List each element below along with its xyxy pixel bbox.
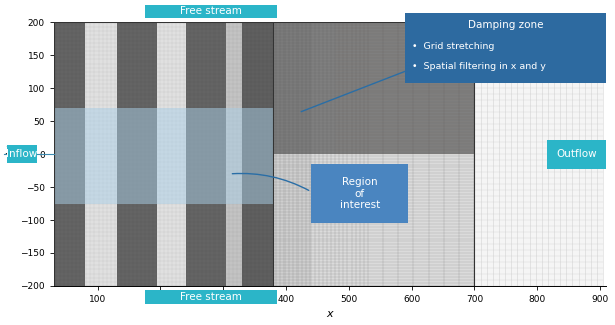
Text: Inflow: Inflow xyxy=(6,149,38,159)
FancyBboxPatch shape xyxy=(145,291,277,304)
Bar xyxy=(226,22,274,286)
Bar xyxy=(242,22,274,286)
Text: •  Grid stretching: • Grid stretching xyxy=(412,42,494,51)
Bar xyxy=(54,22,474,286)
FancyBboxPatch shape xyxy=(311,164,408,223)
Text: •  Spatial filtering in x and y: • Spatial filtering in x and y xyxy=(412,62,546,71)
Y-axis label: y: y xyxy=(6,144,12,154)
FancyBboxPatch shape xyxy=(7,145,37,163)
Text: Outflow: Outflow xyxy=(556,149,597,159)
Bar xyxy=(274,22,474,154)
Bar xyxy=(54,22,85,286)
Text: Region
of
interest: Region of interest xyxy=(339,177,380,210)
Text: Free stream: Free stream xyxy=(180,6,242,16)
Bar xyxy=(186,22,226,286)
Bar xyxy=(54,22,474,286)
Text: Free stream: Free stream xyxy=(180,292,242,302)
Bar xyxy=(54,108,274,203)
Bar xyxy=(474,22,603,286)
Bar xyxy=(116,22,157,286)
FancyBboxPatch shape xyxy=(145,5,277,18)
Bar xyxy=(242,22,274,286)
Text: Damping zone: Damping zone xyxy=(468,20,544,30)
FancyBboxPatch shape xyxy=(405,13,606,83)
Bar xyxy=(274,154,474,286)
FancyBboxPatch shape xyxy=(547,140,606,169)
Bar xyxy=(54,22,274,286)
X-axis label: x: x xyxy=(327,309,333,319)
